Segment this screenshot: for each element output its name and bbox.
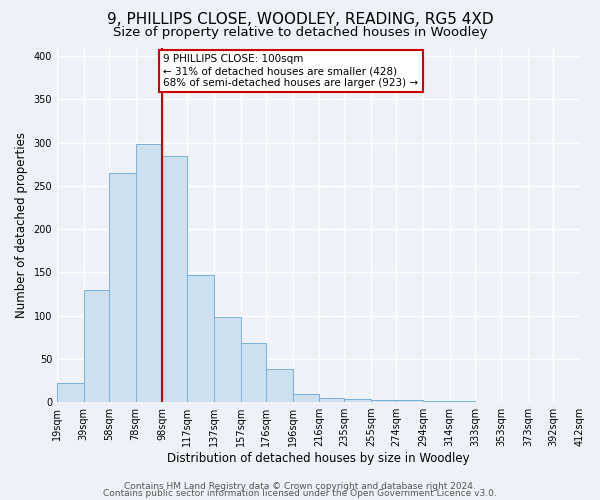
Bar [293,394,319,402]
Bar [214,318,241,402]
Bar [344,400,371,402]
Text: Size of property relative to detached houses in Woodley: Size of property relative to detached ho… [113,26,487,39]
Bar [83,290,109,402]
Bar [57,383,83,402]
Bar [187,275,214,402]
Bar [136,144,162,402]
Bar [371,400,397,402]
Y-axis label: Number of detached properties: Number of detached properties [15,132,28,318]
Bar [397,400,423,402]
Text: 9 PHILLIPS CLOSE: 100sqm
← 31% of detached houses are smaller (428)
68% of semi-: 9 PHILLIPS CLOSE: 100sqm ← 31% of detach… [163,54,419,88]
Text: Contains public sector information licensed under the Open Government Licence v3: Contains public sector information licen… [103,488,497,498]
Bar [241,344,266,402]
Bar [319,398,344,402]
Bar [449,401,475,402]
X-axis label: Distribution of detached houses by size in Woodley: Distribution of detached houses by size … [167,452,470,465]
Bar [109,173,136,402]
Text: Contains HM Land Registry data © Crown copyright and database right 2024.: Contains HM Land Registry data © Crown c… [124,482,476,491]
Bar [162,156,187,402]
Bar [423,401,449,402]
Text: 9, PHILLIPS CLOSE, WOODLEY, READING, RG5 4XD: 9, PHILLIPS CLOSE, WOODLEY, READING, RG5… [107,12,493,28]
Bar [266,369,293,402]
